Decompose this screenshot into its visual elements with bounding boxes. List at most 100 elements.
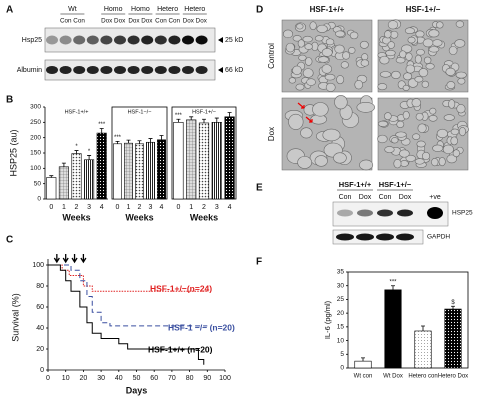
cell	[309, 21, 317, 31]
x-tick-label: 3	[215, 204, 219, 211]
x-axis-label: Weeks	[125, 212, 153, 222]
blot-band	[46, 66, 58, 74]
y-tick-label: 0	[40, 367, 44, 374]
micrograph	[377, 97, 469, 171]
cell	[393, 159, 402, 169]
cell	[334, 44, 345, 54]
significance: ***	[98, 122, 106, 128]
dox-arrow	[71, 254, 78, 264]
x-tick-label: 70	[168, 375, 176, 382]
cell	[306, 78, 316, 86]
series-label: HSF-1 −/− (n=20)	[168, 322, 235, 332]
cell	[336, 75, 345, 85]
x-tick-label: Wt Dox	[383, 374, 403, 380]
blot-band	[46, 35, 58, 45]
cell	[418, 68, 429, 77]
cell	[436, 21, 444, 29]
cell	[333, 152, 347, 164]
plot-frame	[347, 271, 469, 369]
significance: $	[451, 300, 455, 306]
cell	[425, 63, 435, 70]
cell	[292, 65, 302, 76]
lane-label: Con Con	[155, 18, 180, 25]
y-tick-label: 10	[337, 337, 345, 344]
cell	[405, 52, 413, 61]
cell	[314, 35, 324, 42]
cell	[390, 30, 399, 39]
row-label: Dox	[267, 127, 276, 141]
cell	[429, 107, 437, 115]
series-label: HSF-1+/+ (n=20)	[148, 344, 213, 354]
blot-band	[86, 66, 99, 74]
bar	[135, 143, 144, 200]
y-tick-label: 20	[337, 310, 345, 317]
cell	[450, 128, 460, 135]
error-bar	[74, 150, 79, 154]
y-tick-label: 100	[32, 262, 44, 269]
blot-band	[73, 66, 86, 74]
bar	[71, 153, 82, 200]
significance: *	[75, 144, 78, 150]
bar	[186, 119, 197, 200]
group-label: Homo	[131, 6, 150, 13]
y-tick-label: 15	[337, 324, 345, 331]
blot-row-label: HSP25	[452, 210, 473, 217]
cell	[396, 120, 405, 129]
bar	[84, 159, 95, 200]
bar	[211, 122, 222, 200]
lane-label: Dox	[399, 194, 412, 201]
significance: ***	[175, 113, 183, 119]
y-tick-label: 50	[34, 180, 42, 187]
y-tick-label: 35	[337, 269, 345, 276]
blot-row-label: Hsp25	[22, 37, 42, 44]
cell	[324, 73, 336, 81]
group-label: Hetero	[157, 6, 178, 13]
blot-row-label: GAPDH	[427, 234, 450, 241]
bar	[58, 166, 69, 200]
survival-line	[48, 264, 205, 365]
cell	[423, 56, 432, 64]
cell	[404, 27, 415, 35]
blot-band	[114, 35, 126, 45]
lane-label: Con Con	[60, 18, 85, 25]
row-label: Control	[267, 43, 276, 69]
x-tick-label: 2	[75, 204, 79, 211]
cell	[297, 39, 305, 48]
cell	[377, 83, 388, 91]
cell	[446, 81, 456, 89]
bar	[124, 142, 133, 200]
dox-arrow	[53, 254, 60, 264]
cell	[415, 112, 424, 121]
cell	[295, 83, 305, 91]
cell	[322, 128, 341, 142]
cell	[377, 120, 388, 127]
cell	[335, 30, 345, 38]
lane-label: Dox	[359, 194, 372, 201]
blot-band	[141, 35, 154, 45]
error-bar	[176, 118, 181, 123]
x-tick-label: 50	[133, 375, 141, 382]
bar	[146, 141, 155, 200]
y-tick-label: 30	[337, 282, 345, 289]
cell	[416, 48, 425, 56]
cell	[297, 156, 312, 169]
cell	[455, 71, 467, 79]
cell	[428, 114, 438, 122]
panel-label: F	[256, 257, 262, 268]
significance: ***	[389, 279, 397, 285]
lane-label: Dox Dox	[183, 18, 208, 25]
blot-band	[397, 209, 413, 217]
x-tick-label: 4	[228, 204, 232, 211]
cell	[340, 61, 349, 69]
x-tick-label: 40	[115, 375, 123, 382]
dox-arrow	[80, 254, 87, 264]
micrograph	[281, 19, 373, 93]
cell	[432, 144, 444, 152]
cell	[428, 46, 440, 53]
cell	[445, 67, 456, 76]
y-tick-label: 0	[340, 365, 344, 372]
cell	[391, 137, 399, 144]
cell	[416, 140, 426, 148]
y-tick-label: 40	[36, 325, 44, 332]
cell	[317, 56, 329, 63]
